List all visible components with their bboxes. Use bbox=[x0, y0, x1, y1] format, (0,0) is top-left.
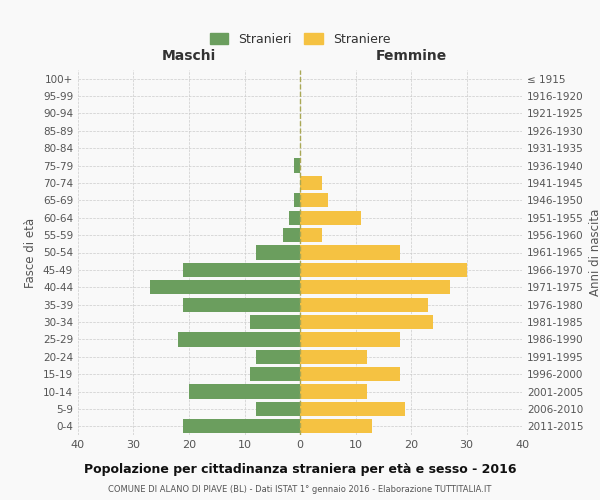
Bar bbox=[178, 332, 300, 346]
Bar bbox=[184, 419, 300, 434]
Bar bbox=[300, 298, 428, 312]
Y-axis label: Anni di nascita: Anni di nascita bbox=[589, 209, 600, 296]
Bar bbox=[250, 315, 300, 329]
Bar bbox=[295, 158, 300, 172]
Text: Femmine: Femmine bbox=[376, 48, 446, 62]
Text: Popolazione per cittadinanza straniera per età e sesso - 2016: Popolazione per cittadinanza straniera p… bbox=[84, 462, 516, 475]
Text: Maschi: Maschi bbox=[162, 48, 216, 62]
Legend: Stranieri, Straniere: Stranieri, Straniere bbox=[206, 29, 394, 50]
Bar bbox=[289, 210, 300, 225]
Bar bbox=[250, 367, 300, 382]
Bar bbox=[283, 228, 300, 242]
Bar bbox=[300, 280, 450, 294]
Bar bbox=[300, 246, 400, 260]
Bar bbox=[300, 367, 400, 382]
Text: COMUNE DI ALANO DI PIAVE (BL) - Dati ISTAT 1° gennaio 2016 - Elaborazione TUTTIT: COMUNE DI ALANO DI PIAVE (BL) - Dati IST… bbox=[109, 485, 491, 494]
Bar bbox=[300, 315, 433, 329]
Bar bbox=[300, 193, 328, 208]
Bar bbox=[300, 332, 400, 346]
Bar bbox=[300, 210, 361, 225]
Bar bbox=[300, 176, 322, 190]
Bar bbox=[256, 350, 300, 364]
Bar bbox=[295, 193, 300, 208]
Bar bbox=[300, 263, 467, 277]
Bar bbox=[184, 298, 300, 312]
Bar bbox=[300, 419, 372, 434]
Bar bbox=[300, 350, 367, 364]
Bar bbox=[150, 280, 300, 294]
Bar bbox=[256, 402, 300, 416]
Bar bbox=[300, 228, 322, 242]
Bar bbox=[184, 263, 300, 277]
Bar bbox=[256, 246, 300, 260]
Y-axis label: Fasce di età: Fasce di età bbox=[25, 218, 37, 288]
Bar bbox=[300, 402, 406, 416]
Bar bbox=[300, 384, 367, 398]
Bar bbox=[189, 384, 300, 398]
